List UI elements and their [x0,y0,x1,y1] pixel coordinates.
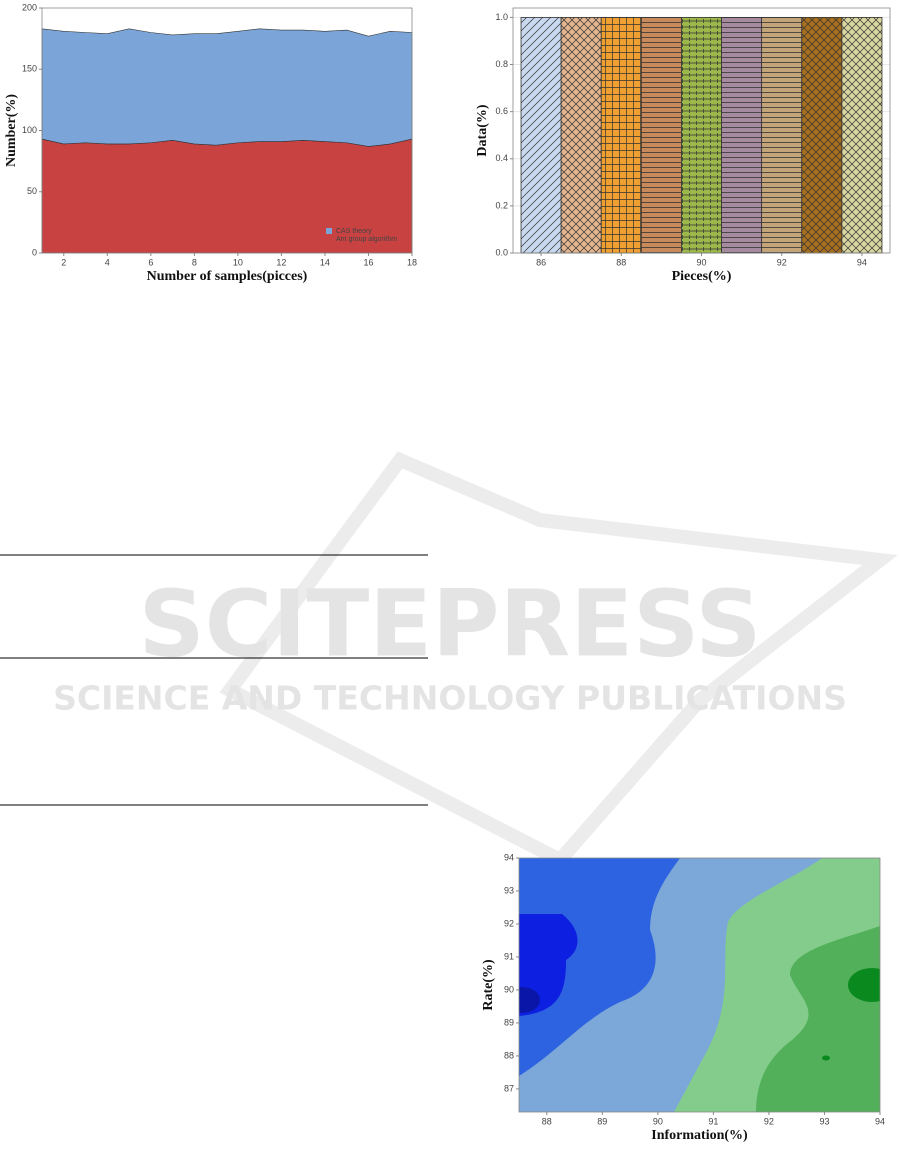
y-tick-label: 0.6 [495,106,508,116]
x-tick-label: 93 [819,1116,829,1126]
x-tick-label: 16 [363,257,373,267]
y-tick-label: 0.0 [495,247,508,257]
x-tick-label: 91 [708,1116,718,1126]
y-tick-label: 90 [504,984,514,994]
y-tick-label: 94 [504,852,514,862]
bar-hatch [600,17,642,254]
legend-label: Ant group algorithm [336,236,397,243]
x-tick-label: 89 [597,1116,607,1126]
contour-region [822,1055,830,1061]
x-tick-label: 88 [542,1116,552,1126]
y-tick-label: 150 [22,64,37,74]
y-tick-label: 0.8 [495,59,508,69]
plot-frame [518,857,881,1113]
x-tick-label: 8 [192,257,197,267]
y-axis-label: Rate(%) [481,959,496,1011]
x-tick-label: 90 [696,257,706,267]
y-tick-label: 91 [504,951,514,961]
bar-hatch [681,17,722,254]
x-tick-label: 6 [148,257,153,267]
contour-fills [519,858,880,1112]
y-tick-label: 100 [22,125,37,135]
contour-region [756,926,880,1112]
contour-region [519,987,540,1013]
x-tick-label: 90 [653,1116,663,1126]
bar-hatch [640,17,682,254]
watermark-subtitle: SCIENCE AND TECHNOLOGY PUBLICATIONS [53,679,847,718]
bar-hatch [801,17,843,254]
x-tick-label: 4 [105,257,110,267]
bar-hatch [721,17,763,254]
x-tick-label: 92 [764,1116,774,1126]
x-tick-label: 2 [61,257,66,267]
area [41,28,413,147]
y-tick-label: 50 [27,186,37,196]
bar-hatch [520,17,562,254]
y-tick-label: 0 [32,247,37,257]
y-axis-label: Number(%) [4,94,19,167]
watermark-title: SCITEPRESS [138,570,761,677]
legend-label: CAS theory [336,228,372,235]
y-tick-label: 87 [504,1083,514,1093]
x-axis-label: Pieces(%) [672,269,732,284]
bar-hatch [560,17,602,254]
y-tick-label: 0.2 [495,200,508,210]
watermark: SCITEPRESS SCIENCE AND TECHNOLOGY PUBLIC… [53,451,898,869]
y-axis-label: Data(%) [475,104,490,156]
y-tick-label: 92 [504,918,514,928]
x-axis-label: Number of samples(picces) [147,269,308,284]
y-tick-label: 0.4 [495,153,508,163]
contour-region [519,858,680,1076]
bar-hatch [761,17,803,254]
contour-region [848,968,880,1002]
x-tick-label: 94 [857,257,867,267]
x-tick-label: 86 [536,257,546,267]
x-tick-label: 88 [616,257,626,267]
x-tick-label: 18 [407,257,417,267]
y-tick-label: 88 [504,1050,514,1060]
y-tick-label: 200 [22,2,37,12]
legend-swatch [326,236,332,242]
y-tick-label: 93 [504,885,514,895]
x-tick-label: 14 [320,257,330,267]
x-tick-label: 94 [875,1116,885,1126]
x-tick-label: 10 [233,257,243,267]
bar-hatch [841,17,883,254]
y-tick-label: 1.0 [495,12,508,22]
x-axis-label: Information(%) [651,1128,748,1143]
x-tick-label: 12 [276,257,286,267]
y-tick-label: 89 [504,1017,514,1027]
x-tick-label: 92 [777,257,787,267]
legend-swatch [326,228,332,234]
